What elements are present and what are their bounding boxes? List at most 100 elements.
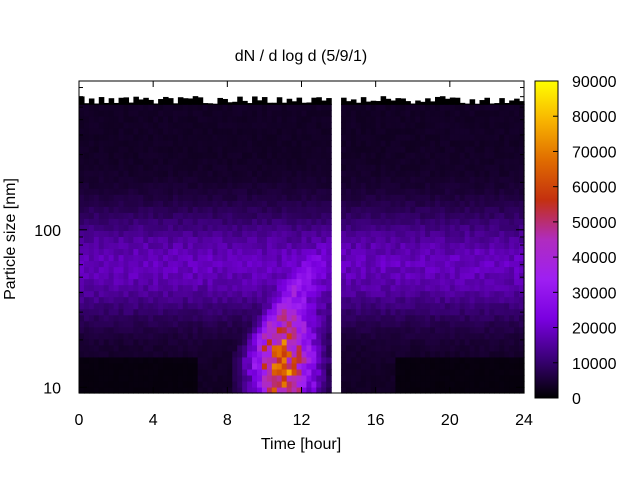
heatmap-cell — [153, 338, 159, 346]
heatmap-cell — [365, 344, 372, 352]
heatmap-cell — [113, 290, 120, 298]
heatmap-cell — [143, 308, 149, 316]
heatmap-cell — [504, 248, 510, 256]
heatmap-cell — [449, 146, 456, 153]
x-tick-label: 8 — [223, 412, 232, 429]
heatmap-cell — [479, 260, 486, 268]
heatmap-cell — [415, 272, 421, 280]
heatmap-cell — [375, 356, 382, 364]
heatmap-cell — [400, 290, 406, 298]
heatmap-cell — [123, 368, 130, 376]
heatmap-cell — [435, 344, 441, 352]
heatmap-cell — [79, 350, 85, 358]
heatmap-cell — [400, 356, 406, 364]
heatmap-cell — [103, 320, 110, 328]
heatmap-cell — [400, 332, 406, 340]
heatmap-cell — [459, 236, 466, 243]
heatmap-cell — [118, 386, 125, 394]
heatmap-cell — [276, 97, 283, 105]
heatmap-cell — [247, 103, 253, 105]
heatmap-cell — [365, 326, 372, 334]
heatmap-cell — [390, 224, 397, 231]
heatmap-cell — [415, 230, 421, 237]
heatmap-cell — [227, 176, 233, 183]
heatmap-cell — [286, 296, 293, 304]
heatmap-cell — [494, 278, 500, 286]
heatmap-cell — [509, 218, 515, 225]
heatmap-cell — [449, 164, 456, 171]
heatmap-cell — [261, 164, 268, 171]
heatmap-cell — [123, 206, 130, 213]
heatmap-cell — [266, 140, 273, 147]
heatmap-cell — [365, 206, 372, 213]
heatmap-cell — [163, 140, 169, 147]
heatmap-cell — [252, 182, 258, 189]
heatmap-cell — [123, 242, 130, 250]
heatmap-cell — [113, 140, 120, 147]
heatmap-cell — [242, 146, 248, 153]
heatmap-cell — [400, 98, 406, 105]
heatmap-cell — [454, 230, 461, 237]
heatmap-cell — [504, 266, 510, 274]
heatmap-cell — [494, 182, 500, 189]
heatmap-cell — [237, 236, 243, 243]
heatmap-cell — [405, 308, 411, 316]
heatmap-cell — [83, 176, 90, 183]
heatmap-cell — [504, 103, 510, 111]
heatmap-cell — [197, 278, 204, 286]
heatmap-cell — [207, 158, 214, 165]
heatmap-cell — [435, 200, 441, 207]
heatmap-cell — [494, 176, 500, 183]
heatmap-cell — [222, 266, 228, 274]
heatmap-cell — [133, 121, 139, 129]
heatmap-cell — [123, 230, 130, 237]
heatmap-cell — [425, 218, 431, 225]
heatmap-cell — [143, 380, 149, 388]
heatmap-cell — [143, 200, 149, 207]
heatmap-cell — [360, 146, 367, 153]
heatmap-cell — [464, 308, 471, 316]
heatmap-cell — [360, 344, 367, 352]
heatmap-cell — [83, 320, 90, 328]
heatmap-cell — [350, 332, 357, 340]
heatmap-cell — [222, 218, 228, 225]
heatmap-cell — [242, 362, 248, 370]
heatmap-cell — [301, 290, 308, 298]
heatmap-cell — [474, 103, 481, 111]
heatmap-cell — [499, 109, 505, 117]
heatmap-cell — [103, 266, 110, 274]
heatmap-cell — [420, 338, 426, 346]
heatmap-cell — [444, 194, 451, 201]
heatmap-cell — [177, 290, 184, 298]
heatmap-cell — [98, 272, 105, 280]
heatmap-cell — [93, 103, 100, 105]
x-tick-label: 20 — [441, 412, 459, 429]
heatmap-cell — [360, 290, 367, 298]
heatmap-cell — [296, 170, 303, 177]
heatmap-cell — [227, 158, 233, 165]
heatmap-cell — [375, 188, 382, 195]
heatmap-cell — [499, 133, 505, 141]
heatmap-cell — [158, 290, 164, 298]
heatmap-cell — [108, 242, 115, 250]
heatmap-cell — [197, 236, 204, 243]
heatmap-cell — [306, 140, 312, 147]
heatmap-cell — [158, 302, 164, 310]
y-axis-label: Particle size [nm] — [2, 178, 19, 300]
heatmap-cell — [425, 290, 431, 298]
heatmap-cell — [296, 109, 303, 117]
heatmap-cell — [88, 194, 95, 201]
heatmap-cell — [395, 164, 401, 171]
heatmap-cell — [247, 380, 253, 388]
heatmap-cell — [321, 206, 327, 213]
heatmap-cell — [321, 170, 327, 177]
heatmap-cell — [197, 224, 204, 231]
heatmap-cell — [296, 212, 303, 219]
heatmap-cell — [346, 290, 352, 298]
heatmap-cell — [113, 356, 120, 364]
heatmap-cell — [108, 176, 115, 183]
heatmap-cell — [415, 326, 421, 334]
heatmap-cell — [202, 362, 209, 370]
heatmap-cell — [257, 338, 263, 346]
heatmap-cell — [108, 230, 115, 237]
